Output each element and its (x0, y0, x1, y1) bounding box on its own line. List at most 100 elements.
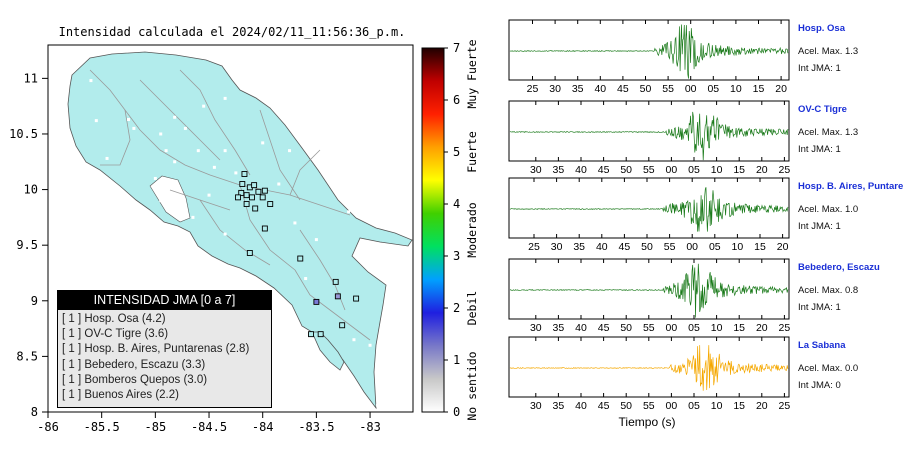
station-markers (235, 171, 360, 338)
costa-rica-land (67, 51, 413, 410)
station-marker (255, 188, 262, 195)
waveform-tick-label: 20 (756, 322, 768, 334)
waveform-trace (509, 24, 789, 79)
colorbar-ticks: 0 1 2 3 4 5 6 7 (444, 41, 460, 419)
waveform-tick-label: 05 (707, 83, 719, 95)
city-marker (293, 221, 297, 225)
city-marker (132, 126, 136, 130)
station-marker (297, 255, 304, 262)
station-name: Hosp. B. Aires, Puntare (798, 181, 904, 192)
waveform-tick-label: 05 (709, 241, 721, 253)
map-y-tick-label: 11 (24, 71, 38, 85)
map-y-axis: 8 8.5 9 9.5 10 10.5 11 (9, 71, 48, 419)
waveform-tick-label: 40 (575, 400, 587, 412)
waveform-tick-label: 30 (530, 164, 542, 176)
station-int: Int JMA: 1 (798, 144, 841, 155)
colorbar-category-label: Moderado (465, 202, 479, 257)
waveform-tick-label: 35 (553, 322, 565, 334)
map-frame (47, 44, 414, 413)
map-x-tick-label: -84.5 (191, 420, 227, 434)
colorbar-tick-label: 3 (453, 249, 460, 263)
waveform-tick-label: 45 (598, 164, 610, 176)
waveform-tick-label: 20 (775, 83, 787, 95)
waveform-trace (509, 187, 789, 232)
legend-title: INTENSIDAD JMA [0 a 7] (58, 291, 271, 310)
waveform-tick-label: 25 (528, 241, 540, 253)
city-marker (314, 238, 318, 242)
waveform-tick-label: 45 (619, 241, 631, 253)
waveform-tick-label: 55 (662, 83, 674, 95)
colorbar-tick-label: 2 (453, 301, 460, 315)
station-acel: Acel. Max. 0.8 (798, 285, 859, 296)
city-marker (202, 104, 206, 108)
waveform-panel: 30 35 40 45 50 55 00 05 10 15 20 25 (508, 258, 791, 334)
city-marker (212, 165, 216, 169)
waveform-tick-label: 10 (711, 400, 723, 412)
map-x-axis: -86 -85.5 -85 -84.5 -84 -83.5 -83 (37, 412, 381, 434)
station-acel: Acel. Max. 1.0 (798, 204, 859, 215)
colorbar-category-label: No sentido (465, 351, 479, 420)
station-int: Int JMA: 1 (798, 63, 841, 74)
station-marker (353, 295, 360, 302)
colorbar-scale (421, 47, 445, 413)
station-acel: Acel. Max. 0.0 (798, 363, 859, 374)
waveform-panel: 25 30 35 40 45 50 55 00 05 10 15 20 (508, 177, 790, 253)
waveform-tick-label: 45 (617, 83, 629, 95)
station-int: Int JMA: 1 (798, 221, 841, 232)
city-marker (261, 141, 265, 145)
station-marker (259, 194, 266, 201)
colorbar-category-label: Fuerte (465, 131, 479, 173)
station-marker (241, 171, 248, 177)
city-marker (277, 182, 281, 186)
waveform-tick-label: 35 (572, 83, 584, 95)
waveform-tick-label: 00 (666, 164, 678, 176)
waveform-tick-label: 25 (779, 400, 791, 412)
station-marker (252, 205, 259, 212)
waveform-frame (508, 336, 790, 398)
map-y-tick-label: 10 (24, 183, 38, 197)
city-marker (196, 149, 200, 153)
map-title: Intensidad calculada el 2024/02/11_11:56… (59, 25, 406, 39)
station-marker (334, 293, 341, 300)
waveform-tick-label: 50 (641, 241, 653, 253)
waveform-tick-label: 30 (549, 83, 561, 95)
station-int: Int JMA: 0 (798, 380, 841, 391)
waveform-tick-label: 15 (754, 241, 766, 253)
waveform-tick-label: 00 (666, 400, 678, 412)
waveform-tick-label: 55 (664, 241, 676, 253)
station-name: Bebedero, Escazu (798, 262, 880, 273)
waveform-tick-label: 25 (779, 322, 791, 334)
waveform-tick-label: 20 (777, 241, 789, 253)
waveform-trace (509, 111, 789, 161)
colorbar-categories: No sentido Debil Moderado Fuerte Muy Fuerte (465, 39, 479, 420)
city-marker (127, 204, 131, 208)
city-markers (89, 79, 380, 407)
map-y-tick-label: 8.5 (16, 349, 38, 363)
colorbar-category-label: Debil (465, 291, 479, 326)
waveform-frame (508, 177, 790, 239)
city-marker (183, 126, 187, 130)
city-marker (288, 149, 292, 153)
waveform-tick-label: 20 (756, 164, 768, 176)
waveform-tick-label: 55 (643, 400, 655, 412)
colorbar-tick-label: 6 (453, 93, 460, 107)
station-name: Hosp. Osa (798, 23, 845, 34)
station-marker (261, 225, 268, 232)
legend-item: [ 1 ] OV-C Tigre (3.6) (62, 328, 169, 341)
waveform-panels: 25 30 35 40 45 50 55 00 05 10 15 20 30 35 40 45 50 55 00 05… (508, 19, 791, 412)
city-marker (376, 403, 380, 407)
station-marker (261, 187, 268, 194)
road-network (89, 69, 371, 341)
waveform-tick-label: 55 (643, 322, 655, 334)
waveform-tick-label: 35 (553, 400, 565, 412)
waveform-tick-label: 30 (530, 400, 542, 412)
map-y-tick-label: 8 (31, 405, 38, 419)
waveform-tick-label: 45 (598, 400, 610, 412)
city-marker (304, 277, 308, 281)
waveform-tick-label: 35 (573, 241, 585, 253)
station-marker (249, 194, 255, 201)
waveform-tick-label: 05 (688, 164, 700, 176)
city-marker (234, 171, 238, 175)
station-marker (235, 194, 241, 201)
city-marker (207, 193, 211, 197)
